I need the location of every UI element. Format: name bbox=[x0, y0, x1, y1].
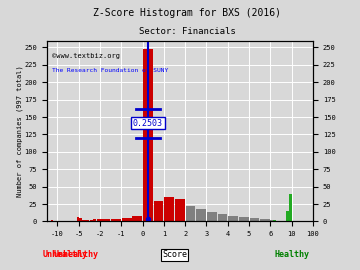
Text: Unhealthy: Unhealthy bbox=[43, 250, 88, 259]
Text: Score: Score bbox=[162, 250, 187, 259]
Bar bbox=[132, 216, 142, 221]
Y-axis label: Number of companies (997 total): Number of companies (997 total) bbox=[17, 65, 23, 197]
Text: 0.2503: 0.2503 bbox=[133, 119, 163, 128]
Bar bbox=[270, 220, 273, 221]
Bar bbox=[228, 216, 238, 221]
Text: Healthy: Healthy bbox=[274, 250, 309, 259]
Text: ©www.textbiz.org: ©www.textbiz.org bbox=[52, 53, 120, 59]
Text: Unhealthy: Unhealthy bbox=[54, 250, 99, 259]
Bar bbox=[93, 219, 96, 221]
Bar bbox=[239, 217, 249, 221]
Bar bbox=[186, 206, 195, 221]
Bar bbox=[287, 211, 289, 221]
Bar bbox=[90, 220, 93, 221]
Bar bbox=[51, 220, 53, 221]
Bar bbox=[164, 197, 174, 221]
Bar bbox=[273, 220, 276, 221]
Bar bbox=[143, 49, 153, 221]
Bar bbox=[217, 214, 228, 221]
Bar bbox=[79, 218, 82, 221]
Bar bbox=[289, 194, 292, 221]
Bar bbox=[86, 220, 89, 221]
Bar bbox=[175, 199, 185, 221]
Bar bbox=[122, 218, 131, 221]
Bar bbox=[196, 209, 206, 221]
Bar bbox=[207, 212, 217, 221]
Bar bbox=[96, 219, 100, 221]
Bar bbox=[154, 201, 163, 221]
Text: Z-Score Histogram for BXS (2016): Z-Score Histogram for BXS (2016) bbox=[93, 8, 281, 18]
Text: Sector: Financials: Sector: Financials bbox=[139, 27, 235, 36]
Bar bbox=[82, 220, 86, 221]
Bar bbox=[260, 219, 270, 221]
Bar bbox=[77, 217, 78, 221]
Bar bbox=[111, 219, 121, 221]
Bar bbox=[100, 219, 110, 221]
Bar bbox=[249, 218, 259, 221]
Text: The Research Foundation of SUNY: The Research Foundation of SUNY bbox=[52, 68, 168, 73]
